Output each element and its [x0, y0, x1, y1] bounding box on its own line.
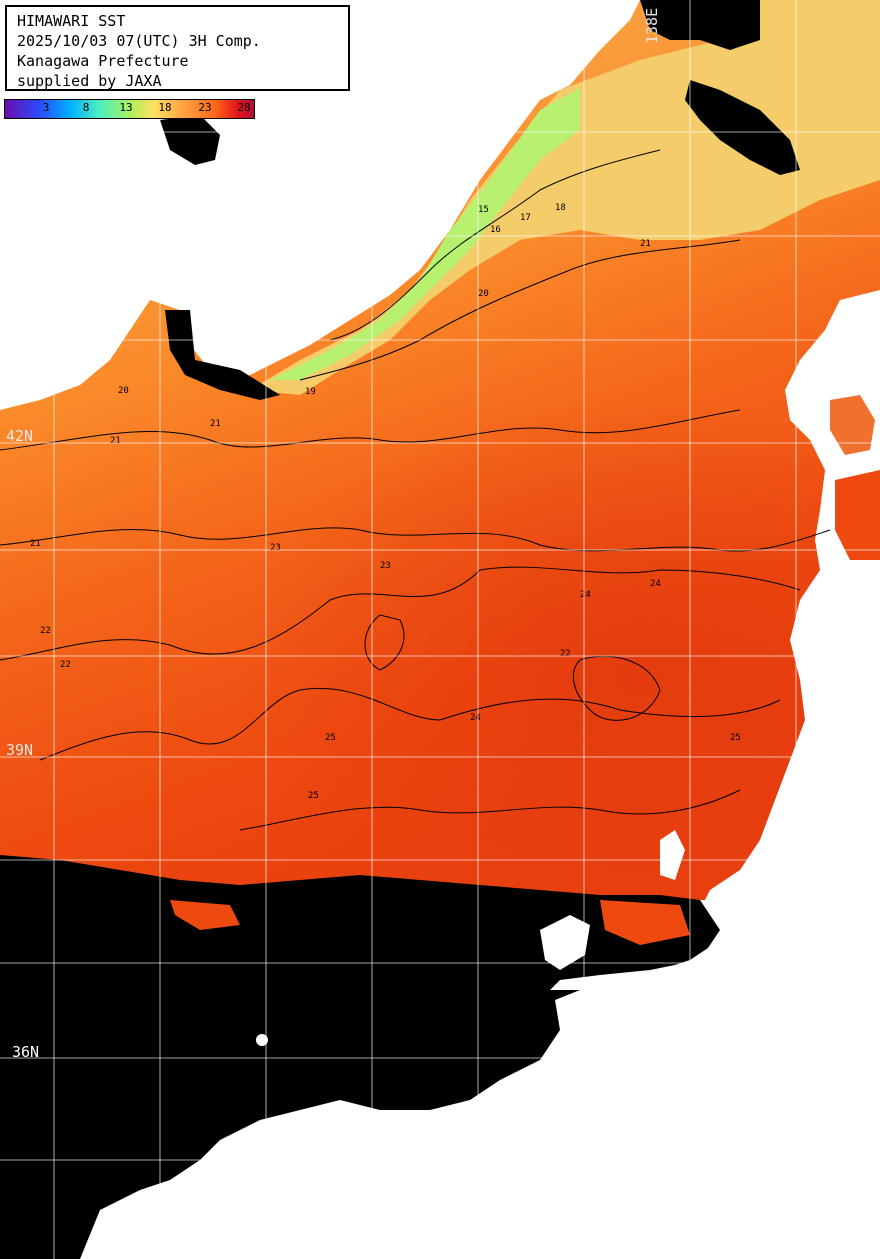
legend-tick: 23 — [198, 101, 212, 114]
title-line-3: Kanagawa Prefecture — [17, 52, 189, 70]
contour-label: 17 — [520, 213, 531, 223]
contour-label: 24 — [650, 579, 661, 589]
lon-label-138e: 138E — [643, 7, 661, 44]
contour-label: 22 — [60, 660, 71, 670]
contour-label: 15 — [478, 205, 489, 215]
land-hokkaido — [700, 290, 880, 1020]
legend-tick: 8 — [82, 101, 90, 114]
color-scale-legend: 3 8 13 18 23 28 — [4, 99, 255, 119]
contour-label: 22 — [40, 626, 51, 636]
contour-label: 25 — [730, 733, 741, 743]
lat-label-36n: 36N — [12, 1043, 40, 1061]
lat-label-42n: 42N — [6, 427, 34, 445]
contour-label: 22 — [560, 649, 571, 659]
title-line-1: HIMAWARI SST — [17, 12, 126, 30]
contour-label: 21 — [110, 436, 121, 446]
contour-label: 25 — [308, 791, 319, 801]
contour-label: 24 — [580, 590, 591, 600]
legend-tick: 13 — [119, 101, 133, 114]
contour-label: 21 — [210, 419, 221, 429]
contour-label: 18 — [555, 203, 566, 213]
cloud-patch-coast — [165, 310, 280, 400]
lat-label-39n: 39N — [6, 741, 34, 759]
island-small — [256, 1034, 268, 1046]
cloud-patch-ne2 — [685, 80, 800, 175]
title-line-4: supplied by JAXA — [17, 72, 162, 90]
contour-label: 21 — [640, 239, 651, 249]
cloud-patch-nw — [160, 115, 220, 165]
contour-label: 19 — [305, 387, 316, 397]
contour-label-group: 19 20 21 21 22 23 24 25 16 15 17 18 20 2… — [30, 203, 741, 801]
contour-label: 21 — [30, 539, 41, 549]
warm-patch-east — [830, 395, 875, 455]
contour-label: 20 — [118, 386, 129, 396]
legend-tick: 3 — [42, 101, 50, 114]
no-data-region — [0, 855, 720, 1000]
contour-label: 24 — [470, 713, 481, 723]
warm-patch-east2 — [835, 470, 880, 560]
contour-label: 16 — [490, 225, 501, 235]
title-box: HIMAWARI SST 2025/10/03 07(UTC) 3H Comp.… — [5, 5, 350, 91]
warm-core — [0, 300, 880, 900]
warm-scatter-1 — [170, 900, 240, 930]
contour-label: 20 — [478, 289, 489, 299]
land-honshu — [80, 930, 880, 1259]
warm-scatter-2 — [600, 900, 690, 945]
title-line-2: 2025/10/03 07(UTC) 3H Comp. — [17, 32, 261, 50]
land-sado — [660, 830, 685, 880]
contour-label: 23 — [380, 561, 391, 571]
cloud-patch-ne — [640, 0, 760, 50]
cold-greenish-band — [270, 88, 580, 380]
land-noto — [540, 915, 590, 970]
legend-tick: 28 — [237, 101, 251, 114]
legend-tick: 18 — [158, 101, 172, 114]
contour-label: 25 — [325, 733, 336, 743]
contour-label: 23 — [270, 543, 281, 553]
